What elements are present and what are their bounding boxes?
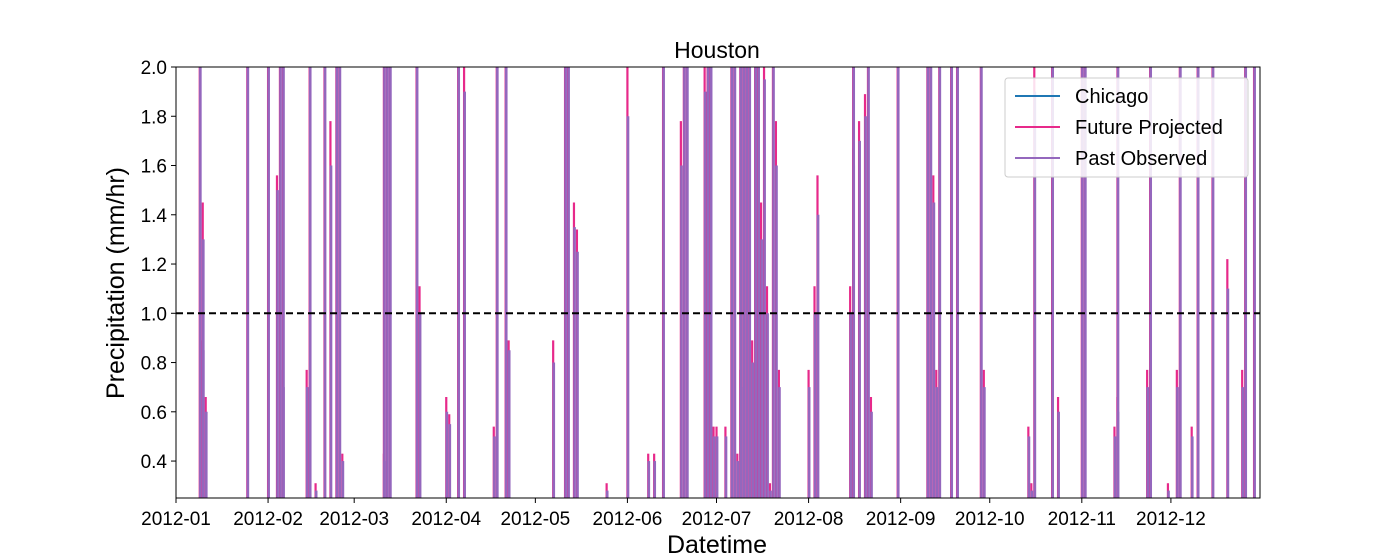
x-tick-label: 2012-01 — [141, 509, 211, 530]
legend: Chicago Future Projected Past Observed — [1004, 77, 1249, 178]
x-tick-label: 2012-03 — [319, 509, 389, 530]
x-tick-label: 2012-10 — [955, 509, 1025, 530]
legend-label: Past Observed — [1075, 148, 1207, 170]
y-tick-label: 0.4 — [141, 452, 168, 473]
plot-area-frame — [175, 66, 1261, 499]
chart-title: Houston — [674, 37, 760, 63]
x-tick-label: 2012-02 — [233, 509, 303, 530]
x-tick-label: 2012-07 — [682, 509, 752, 530]
legend-label: Chicago — [1075, 86, 1148, 108]
y-tick-label: 1.6 — [141, 157, 167, 178]
y-tick-label: 1.4 — [141, 206, 168, 227]
y-tick-label: 0.8 — [141, 354, 167, 375]
x-tick-label: 2012-06 — [593, 509, 663, 530]
y-tick-label: 1.2 — [141, 255, 167, 276]
x-tick-label: 2012-08 — [774, 509, 844, 530]
x-tick-label: 2012-12 — [1136, 509, 1206, 530]
x-axis: 2012-01 2012-02 2012-03 2012-04 2012-05 2012-… — [141, 498, 1206, 530]
y-tick-label: 2.0 — [141, 58, 167, 79]
y-axis: 0.4 0.6 0.8 1.0 1.2 1.4 1.6 1.8 2.0 — [141, 58, 176, 473]
y-tick-label: 0.6 — [141, 403, 167, 424]
y-tick-label: 1.8 — [141, 107, 167, 128]
x-tick-label: 2012-09 — [866, 509, 936, 530]
x-tick-label: 2012-11 — [1048, 509, 1116, 530]
y-axis-label: Precipitation (mm/hr) — [102, 167, 130, 399]
x-tick-label: 2012-04 — [411, 509, 481, 530]
x-axis-label: Datetime — [667, 531, 767, 559]
legend-label: Future Projected — [1075, 117, 1223, 139]
legend-box — [1004, 77, 1249, 178]
y-tick-label: 1.0 — [141, 304, 167, 325]
series-layer — [198, 67, 1256, 498]
x-tick-label: 2012-05 — [500, 509, 570, 530]
